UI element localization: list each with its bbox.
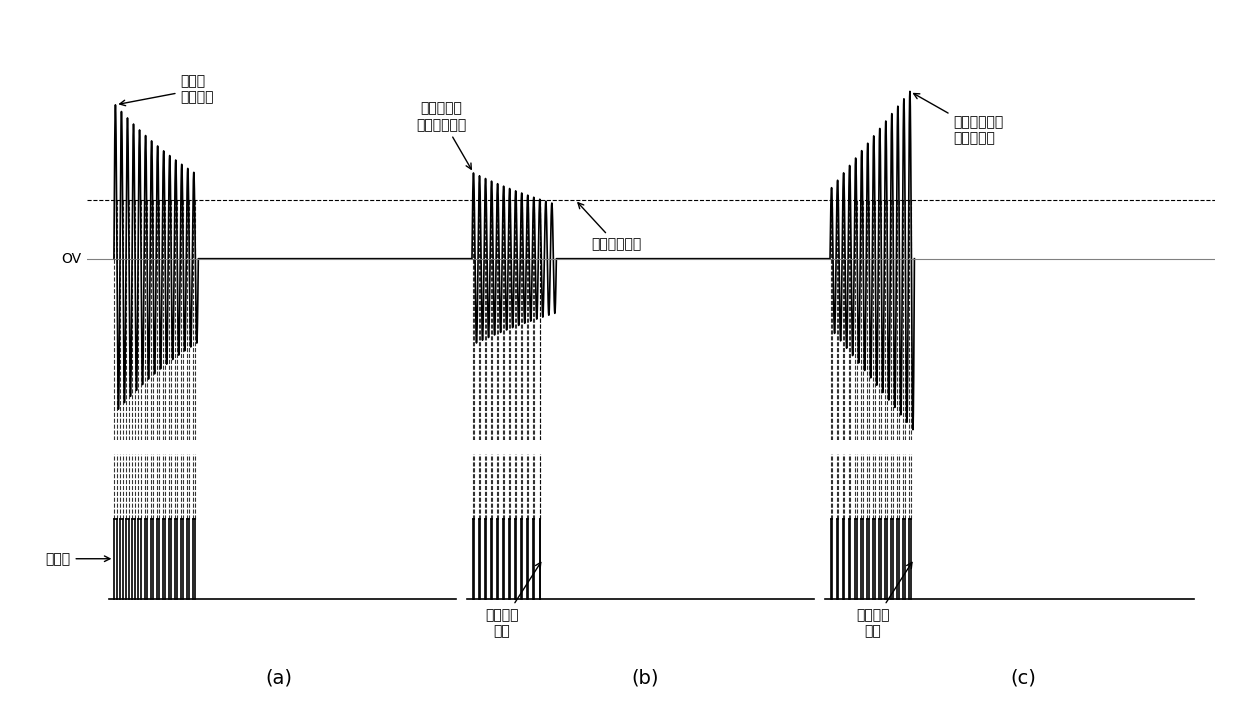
Text: (c): (c) [1011,669,1035,687]
Text: (b): (b) [631,669,658,687]
Text: 脉冲串: 脉冲串 [46,552,110,566]
Text: 接收的回波
信号幅度减小: 接收的回波 信号幅度减小 [415,102,471,169]
Text: 固定比较电平: 固定比较电平 [578,203,641,251]
Text: 脉冲个数
减小: 脉冲个数 减小 [485,562,541,638]
Text: 接收的回波信
号幅度增大: 接收的回波信 号幅度增大 [914,94,1003,146]
Text: 接收的
回波信号: 接收的 回波信号 [120,74,215,106]
Text: 脉冲个数
增加: 脉冲个数 增加 [857,562,911,638]
Text: (a): (a) [265,669,293,687]
Text: OV: OV [61,251,82,266]
